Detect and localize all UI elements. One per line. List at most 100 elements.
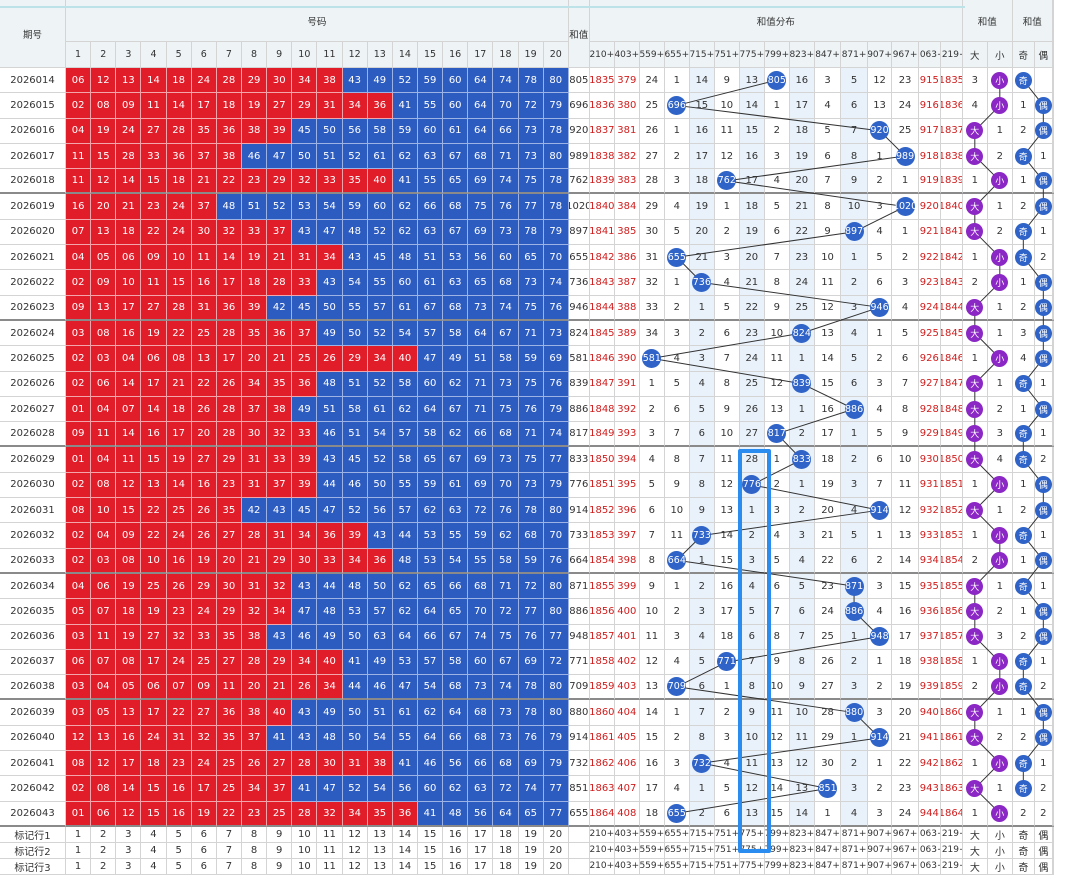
footer-number: 17 <box>468 842 494 859</box>
footer-range: 871+ <box>841 842 868 859</box>
number-ball-cell: 34 <box>241 776 268 802</box>
number-ball-cell: 70 <box>493 93 519 119</box>
number-ball-cell: 11 <box>191 245 217 271</box>
number-ball-cell: 08 <box>66 751 92 777</box>
size-ball-marker: 大 <box>966 704 984 722</box>
number-ball-cell: 43 <box>342 68 368 94</box>
number-ball-cell: 04 <box>116 346 142 372</box>
number-ball-cell: 32 <box>267 422 293 448</box>
dist-cell: 7 <box>867 472 893 499</box>
dist-cell: 8 <box>714 371 740 397</box>
number-ball-cell: 78 <box>518 498 544 524</box>
dist-cell-hit: 989 <box>892 143 919 170</box>
dist-cell: 920 <box>918 194 941 220</box>
number-ball-cell: 75 <box>493 396 519 423</box>
horizontal-scroll-track[interactable] <box>0 0 965 8</box>
footer-parity: 奇 <box>1012 842 1035 859</box>
number-ball-cell: 06 <box>116 245 142 271</box>
number-ball-cell: 02 <box>66 548 92 574</box>
range-col-header: 1063+ <box>918 42 941 68</box>
footer-parity: 奇 <box>1012 858 1035 875</box>
number-ball-cell: 04 <box>66 573 92 600</box>
number-ball-cell: 38 <box>216 143 242 170</box>
size-cell: 2 <box>987 599 1013 625</box>
number-ball-cell: 49 <box>317 320 343 347</box>
dist-cell: 21 <box>789 194 815 220</box>
number-ball-cell: 54 <box>392 320 418 347</box>
extra-cell <box>1052 624 1054 650</box>
number-ball-cell: 26 <box>191 523 217 549</box>
number-ball-cell: 72 <box>493 776 519 802</box>
number-ball-cell: 65 <box>417 447 444 473</box>
number-ball-cell: 11 <box>141 93 167 119</box>
number-ball-cell: 69 <box>543 346 569 372</box>
dist-cell: 11 <box>714 447 740 473</box>
parity-cell-hit: 偶 <box>1034 624 1053 650</box>
number-ball-cell: 43 <box>292 219 318 246</box>
number-ball-cell: 71 <box>518 422 544 448</box>
dist-cell: 24 <box>892 93 919 119</box>
sum-cell: 709 <box>568 675 590 701</box>
parity-ball-marker: 奇 <box>1014 779 1032 797</box>
footer-number: 18 <box>493 842 519 859</box>
sum-ball-marker: 886 <box>844 399 864 419</box>
dist-cell: 1846 <box>940 346 963 372</box>
size-cell: 1 <box>987 194 1013 220</box>
parity-cell: 1 <box>1034 649 1053 676</box>
size-ball-marker: 大 <box>966 451 984 469</box>
sum-ball-marker: 696 <box>667 95 687 115</box>
number-ball-cell: 73 <box>468 295 494 321</box>
footer-number: 4 <box>141 826 167 843</box>
size-cell-hit: 大 <box>962 700 988 726</box>
dist-cell: 9 <box>714 396 740 423</box>
dist-cell: 388 <box>614 295 640 321</box>
number-ball-cell: 10 <box>166 245 192 271</box>
dist-cell: 2 <box>841 649 868 676</box>
number-ball-cell: 47 <box>417 346 444 372</box>
dist-cell: 5 <box>714 295 740 321</box>
dist-cell: 28 <box>814 700 842 726</box>
footer-number: 6 <box>191 858 217 875</box>
footer-size: 大 <box>962 826 988 843</box>
number-ball-cell: 12 <box>116 801 142 827</box>
parity-cell: 2 <box>1034 801 1053 827</box>
footer-range: 655+ <box>664 842 690 859</box>
dist-cell-hit: 733 <box>689 523 715 549</box>
dist-cell: 21 <box>739 270 765 296</box>
dist-cell: 22 <box>892 751 919 777</box>
size-cell: 1 <box>987 320 1013 347</box>
dist-cell: 5 <box>764 548 790 574</box>
number-ball-cell: 03 <box>91 346 117 372</box>
dist-cell: 1839 <box>589 169 615 195</box>
dist-cell: 18 <box>714 624 740 650</box>
dist-cell: 11 <box>789 725 815 752</box>
parity-ball-marker: 奇 <box>1014 526 1032 544</box>
footer-extra <box>1052 858 1054 875</box>
number-ball-cell: 78 <box>518 700 544 726</box>
number-ball-cell: 73 <box>493 219 519 246</box>
number-ball-cell: 25 <box>292 346 318 372</box>
dist-cell: 15 <box>714 548 740 574</box>
number-ball-cell: 06 <box>66 649 92 676</box>
number-ball-cell: 51 <box>342 422 368 448</box>
number-ball-cell: 55 <box>443 523 469 549</box>
dist-cell: 4 <box>664 649 690 676</box>
dist-cell: 8 <box>689 472 715 499</box>
number-ball-cell: 38 <box>241 700 268 726</box>
number-ball-cell: 48 <box>443 801 469 827</box>
number-ball-cell: 01 <box>66 447 92 473</box>
parity-cell-hit: 奇 <box>1012 649 1035 676</box>
number-ball-cell: 39 <box>292 472 318 499</box>
number-ball-cell: 15 <box>91 143 117 170</box>
size-ball-marker: 大 <box>966 425 984 443</box>
period-cell: 2026018 <box>0 169 66 195</box>
number-ball-cell: 08 <box>91 93 117 119</box>
footer-number: 12 <box>342 842 368 859</box>
number-ball-cell: 22 <box>141 523 167 549</box>
number-ball-cell: 56 <box>468 801 494 827</box>
parity-cell-hit: 奇 <box>1012 675 1035 701</box>
number-ball-cell: 43 <box>317 447 343 473</box>
number-ball-cell: 61 <box>417 270 444 296</box>
number-ball-cell: 38 <box>367 751 393 777</box>
parity-cell-hit: 奇 <box>1012 143 1035 170</box>
